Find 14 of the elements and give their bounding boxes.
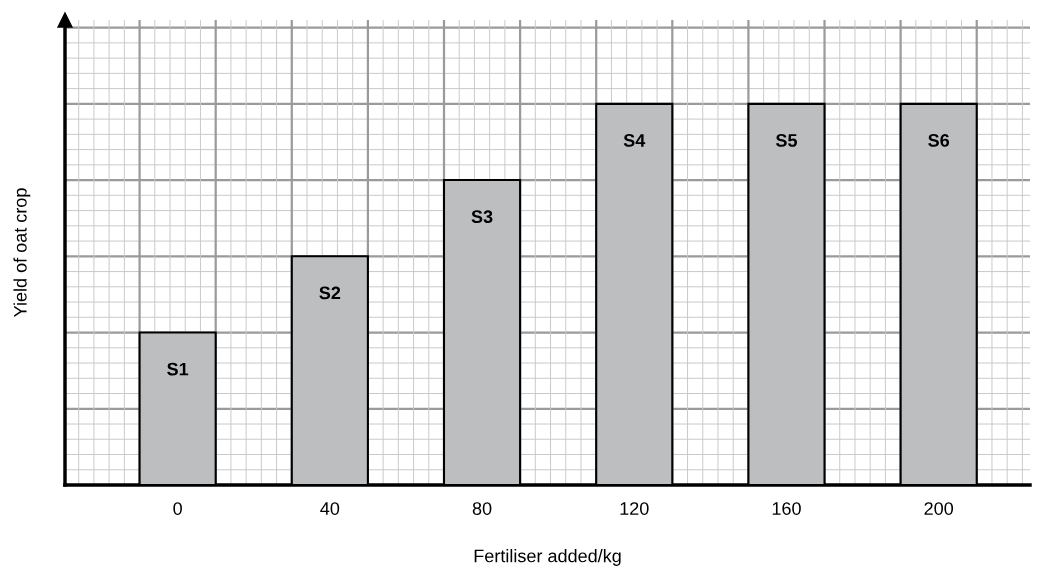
- y-axis-title: Yield of oat crop: [13, 188, 31, 317]
- x-tick-label: 120: [620, 502, 649, 515]
- annotation: S3: [471, 210, 493, 224]
- annotation: S5: [775, 134, 798, 147]
- x-axis-title: Fertiliser added/kg: [474, 549, 621, 566]
- x-tick-label: 80: [472, 502, 492, 515]
- x-tick-label: 200: [924, 502, 954, 515]
- x-tick-label: 0: [173, 502, 182, 515]
- x-tick-label: 160: [772, 502, 801, 515]
- x-tick-label: 40: [320, 502, 340, 515]
- annotation: S2: [319, 286, 341, 300]
- annotation: S1: [167, 362, 189, 376]
- annotation: S6: [928, 134, 950, 147]
- annotation: S4: [623, 134, 646, 147]
